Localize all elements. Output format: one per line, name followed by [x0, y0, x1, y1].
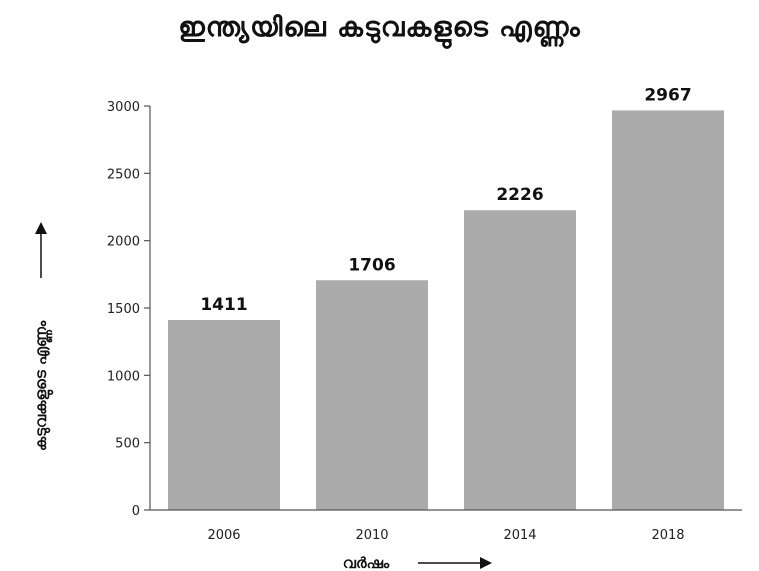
data-label: 2226 [496, 185, 543, 205]
chart-title: ഇന്ത്യയിലെ കടുവകളുടെ എണ്ണം [178, 12, 581, 43]
x-tick-label: 2018 [651, 528, 684, 543]
bar [168, 319, 280, 510]
y-tick-label: 0 [132, 504, 140, 519]
bar [464, 210, 576, 510]
y-tick-label: 500 [115, 437, 140, 452]
y-axis-arrow-icon [35, 222, 47, 278]
y-tick-label: 1500 [107, 302, 140, 317]
y-tick-label: 3000 [107, 100, 140, 115]
x-axis-title: വർഷം [343, 554, 390, 571]
data-label: 2967 [644, 85, 691, 105]
x-tick-label: 2014 [503, 528, 536, 543]
data-label: 1411 [200, 295, 247, 315]
data-labels: 1411 1706 2226 2967 [200, 85, 691, 315]
y-tick-label: 2500 [107, 167, 140, 182]
x-tick-label: 2010 [355, 528, 388, 543]
data-label: 1706 [348, 255, 395, 275]
bar [316, 280, 428, 510]
y-tick-label: 2000 [107, 235, 140, 250]
bars [168, 110, 724, 510]
bar [612, 110, 724, 510]
x-axis-arrow-icon [418, 557, 492, 569]
y-axis-title: കടുവകളുടെ എണ്ണം [32, 320, 55, 451]
y-axis-ticks: 0 500 1000 1500 2000 2500 3000 [107, 100, 150, 519]
x-tick-label: 2006 [207, 528, 240, 543]
y-tick-label: 1000 [107, 369, 140, 384]
x-axis-ticks: 2006 2010 2014 2018 [207, 528, 684, 543]
